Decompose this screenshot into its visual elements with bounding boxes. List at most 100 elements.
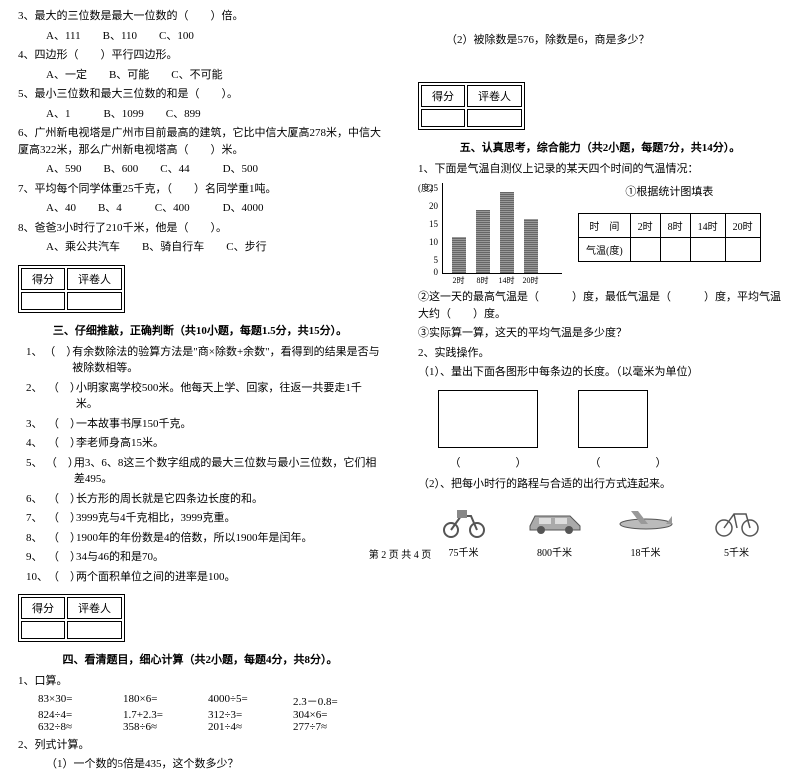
bicycle-icon <box>707 502 767 540</box>
tf-num: 3、 <box>26 416 48 433</box>
tf-num: 7、 <box>26 510 48 527</box>
q6-opts: A、590 B、600 C、44 D、500 <box>18 161 382 178</box>
tf-paren: （ ） <box>46 455 74 488</box>
score-label: 得分 <box>21 597 65 619</box>
tf-paren: （ ） <box>48 491 76 508</box>
tf-text: 小明家离学校500米。他每天上学、回家，往返一共要走1千米。 <box>76 380 382 413</box>
grader-label: 评卷人 <box>67 268 122 290</box>
tf-paren: （ ） <box>48 510 76 527</box>
th: 20时 <box>725 214 760 238</box>
bar <box>452 237 466 273</box>
section3-title: 三、仔细推敲，正确判断（共10小题，每题1.5分，共15分）。 <box>18 322 382 338</box>
q5-opts: A、1 B、1099 C、899 <box>18 106 382 123</box>
ytick: 5 <box>418 255 438 265</box>
rect-shape <box>438 390 538 448</box>
xtick: 20时 <box>518 275 543 286</box>
tf-text: 两个面积单位之间的进率是100。 <box>76 569 236 586</box>
page-footer: 第 2 页 共 4 页 <box>0 546 800 561</box>
th: 2时 <box>630 214 660 238</box>
grader-label: 评卷人 <box>67 597 122 619</box>
q3-text: 3、最大的三位数是最大一位数的（ ）倍。 <box>18 8 382 25</box>
bar <box>476 210 490 273</box>
score-label: 得分 <box>21 268 65 290</box>
tf-text: 一本故事书厚150千克。 <box>76 416 192 433</box>
tf-num: 5、 <box>26 455 46 488</box>
tf-num: 4、 <box>26 435 48 452</box>
paren: （ ） <box>418 454 558 470</box>
tf-text: 3999克与4千克相比，3999克重。 <box>76 510 236 527</box>
th: 时 间 <box>579 214 631 238</box>
q8-opts: A、乘公共汽车 B、骑自行车 C、步行 <box>18 239 382 256</box>
bar-chart: (度) 25 20 15 10 5 0 2时 8时 14时 20时 <box>418 183 568 283</box>
calc-row: 824÷4=1.7+2.3=312÷3=304×6= <box>18 709 382 721</box>
tf-num: 6、 <box>26 491 48 508</box>
tf-text: 有余数除法的验算方法是"商×除数+余数"，看得到的结果是否与被除数相等。 <box>72 344 382 377</box>
plane-icon <box>616 502 676 540</box>
tf-num: 8、 <box>26 530 48 547</box>
xtick: 2时 <box>446 275 471 286</box>
q4-opts: A、一定 B、可能 C、不可能 <box>18 67 382 84</box>
score-box-3: 得分评卷人 <box>18 265 125 313</box>
section4-title: 四、看清题目，细心计算（共2小题，每题4分，共8分）。 <box>18 651 382 667</box>
tf-text: 李老师身高15米。 <box>76 435 164 452</box>
tf-num: 2、 <box>26 380 48 413</box>
tf-text: 1900年的年份数是4的倍数，所以1900年是闰年。 <box>76 530 313 547</box>
row-label: 气温(度) <box>579 238 631 262</box>
grader-label: 评卷人 <box>467 85 522 107</box>
chart-area: (度) 25 20 15 10 5 0 2时 8时 14时 20时 ①根据统计图… <box>418 183 782 283</box>
ytick: 15 <box>418 219 438 229</box>
ytick: 20 <box>418 201 438 211</box>
paren: （ ） <box>558 454 698 470</box>
q1-text: 1、下面是气温自测仪上记录的某天四个时间的气温情况： <box>418 161 782 178</box>
score-label: 得分 <box>421 85 465 107</box>
tf-paren: （ ） <box>48 416 76 433</box>
bar <box>500 192 514 273</box>
th: 8时 <box>660 214 690 238</box>
q2a-text: （1）、量出下面各图形中每条边的长度。（以毫米为单位） <box>418 364 782 381</box>
q4-text: 4、四边形（ ）平行四边形。 <box>18 47 382 64</box>
q2-text: 2、实践操作。 <box>418 345 782 362</box>
th: 14时 <box>690 214 725 238</box>
ytick: 10 <box>418 237 438 247</box>
q5-text: 5、最小三位数和最大三位数的和是（ ）。 <box>18 86 382 103</box>
tf-paren: （ ） <box>48 569 76 586</box>
q1b-text: ②这一天的最高气温是（ ）度，最低气温是（ ）度，平均气温大约（ ）度。 <box>418 289 782 322</box>
tf-paren: （ ） <box>44 344 72 377</box>
q1c-text: ③实际算一算，这天的平均气温是多少度？ <box>418 325 782 342</box>
tf-num: 1、 <box>26 344 44 377</box>
ytick: 0 <box>418 267 438 277</box>
score-box-4: 得分评卷人 <box>18 594 125 642</box>
q2calc-sub1: （1）一个数的5倍是435，这个数多少？ <box>18 756 382 773</box>
section5-title: 五、认真思考，综合能力（共2小题，每题7分，共14分）。 <box>418 139 782 155</box>
chart-table: 时 间 2时 8时 14时 20时 气温(度) <box>578 213 761 262</box>
tf-text: 长方形的周长就是它四条边长度的和。 <box>76 491 263 508</box>
q7-opts: A、40 B、4 C、400 D、4000 <box>18 200 382 217</box>
xtick: 14时 <box>494 275 519 286</box>
motorcycle-icon <box>434 502 494 540</box>
chart-table-wrap: ①根据统计图填表 时 间 2时 8时 14时 20时 气温(度) <box>578 183 761 283</box>
xtick: 8时 <box>470 275 495 286</box>
tf-paren: （ ） <box>48 380 76 413</box>
tf-paren: （ ） <box>48 530 76 547</box>
q2calc-title: 2、列式计算。 <box>18 737 382 754</box>
score-box-5: 得分评卷人 <box>418 82 525 130</box>
calc-row: 83×30=180×6=4000÷5=2.3－0.8= <box>18 693 382 709</box>
chart-title: ①根据统计图填表 <box>578 183 761 199</box>
q8-text: 8、爸爸3小时行了210千米，他是（ ）。 <box>18 220 382 237</box>
tf-num: 10、 <box>26 569 48 586</box>
q7-text: 7、平均每个同学体重25千克，（ ）名同学重1吨。 <box>18 181 382 198</box>
calc-row: 632÷8≈358÷6≈201÷4≈277÷7≈ <box>18 721 382 733</box>
car-icon <box>525 502 585 540</box>
tf-paren: （ ） <box>48 435 76 452</box>
q2b-text: （2）、把每小时行的路程与合适的出行方式连起来。 <box>418 476 782 493</box>
rect-row <box>418 384 782 454</box>
square-shape <box>578 390 648 448</box>
q6-text: 6、广州新电视塔是广州市目前最高的建筑，它比中信大厦高278米，中信大厦高322… <box>18 125 382 158</box>
calc-title: 1、口算。 <box>18 673 382 690</box>
q3-opts: A、111 B、110 C、100 <box>18 28 382 45</box>
sub2-text: （2）被除数是576，除数是6，商是多少？ <box>418 32 782 49</box>
paren-row: （ ） （ ） <box>418 454 782 470</box>
ytick: 25 <box>418 183 438 193</box>
bar <box>524 219 538 273</box>
tf-text: 用3、6、8这三个数字组成的最大三位数与最小三位数，它们相差495。 <box>74 455 382 488</box>
